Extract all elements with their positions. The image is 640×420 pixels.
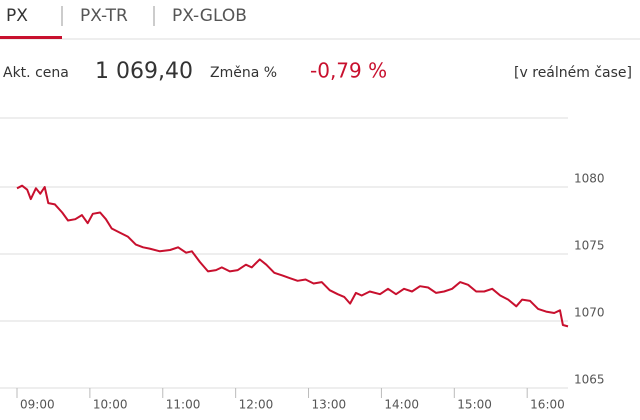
tab[interactable]: PX — [6, 6, 28, 26]
x-tick-label: 10:00 — [93, 398, 128, 412]
x-tick-label: 15:00 — [457, 398, 492, 412]
x-tick-label: 11:00 — [166, 398, 201, 412]
change-label: Změna % — [210, 65, 277, 81]
y-tick-label: 1080 — [574, 172, 605, 186]
y-tick-label: 1070 — [574, 306, 605, 320]
realtime-note: [v reálném čase] — [514, 65, 632, 81]
plot: 1065 1070 1075 1080 09:00 10:00 11:00 12:00 13:0… — [0, 172, 605, 412]
tab[interactable]: PX-TR — [80, 6, 128, 26]
change: -0,79 % — [310, 59, 387, 83]
price-label: Akt. cena — [3, 65, 69, 81]
y-tick-label: 1065 — [574, 373, 605, 387]
active-tab-indicator — [0, 36, 62, 39]
x-tick-label: 12:00 — [239, 398, 274, 412]
y-tick-label: 1075 — [574, 239, 605, 253]
x-tick-label: 13:00 — [312, 398, 347, 412]
x-tick-label: 16:00 — [530, 398, 565, 412]
price-line — [16, 184, 569, 328]
price: 1 069,40 — [95, 59, 193, 84]
tab[interactable]: PX-GLOB — [172, 6, 247, 26]
x-tick-label: 14:00 — [384, 398, 419, 412]
x-tick-label: 09:00 — [20, 398, 55, 412]
